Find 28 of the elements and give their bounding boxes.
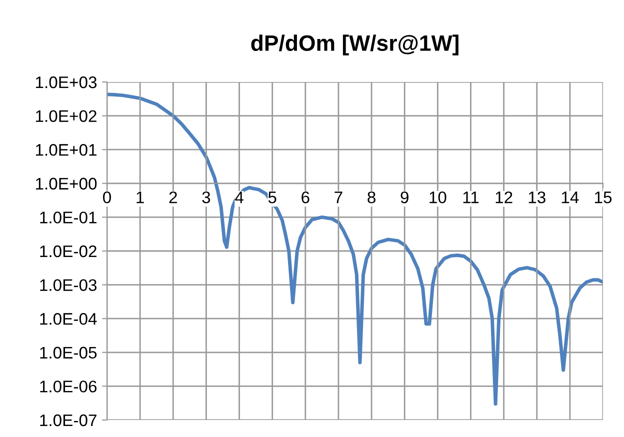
y-tick-label: 1.0E-01: [40, 212, 96, 224]
y-tick-label: 1.0E-05: [40, 346, 97, 359]
x-tick-label: 9: [400, 191, 408, 204]
x-tick-label: 14: [562, 192, 579, 204]
chart-title: dP/dOm [W/sr@1W]: [251, 34, 458, 56]
y-tick-label: 1.0E+00: [36, 178, 97, 190]
y-tick-label: 1.0E-04: [40, 313, 97, 325]
y-tick-label: 1.0E-03: [40, 279, 97, 292]
y-tick-label: 1.0E-02: [40, 245, 96, 258]
x-tick-label: 10: [430, 191, 446, 204]
x-tick-label: 12: [496, 191, 512, 204]
x-tick-label: 13: [528, 191, 546, 204]
x-tick-label: 8: [368, 191, 376, 204]
x-tick-label: 0: [103, 191, 111, 204]
x-tick-label: 6: [302, 191, 310, 204]
y-tick-label: 1.0E-07: [40, 414, 96, 426]
x-tick-label: 15: [595, 192, 612, 204]
y-tick-label: 1.0E+02: [36, 110, 96, 122]
x-tick-label: 7: [334, 192, 342, 204]
y-tick-label: 1.0E-06: [40, 380, 97, 392]
x-tick-label: 11: [463, 192, 479, 204]
x-tick-label: 3: [202, 191, 210, 204]
y-tick-label: 1.0E+01: [36, 144, 96, 156]
x-tick-label: 4: [235, 192, 244, 204]
x-tick-label: 2: [169, 191, 177, 204]
y-tick-label: 1.0E+03: [36, 76, 97, 88]
x-tick-label: 1: [136, 192, 144, 204]
x-tick-label: 5: [268, 192, 276, 204]
